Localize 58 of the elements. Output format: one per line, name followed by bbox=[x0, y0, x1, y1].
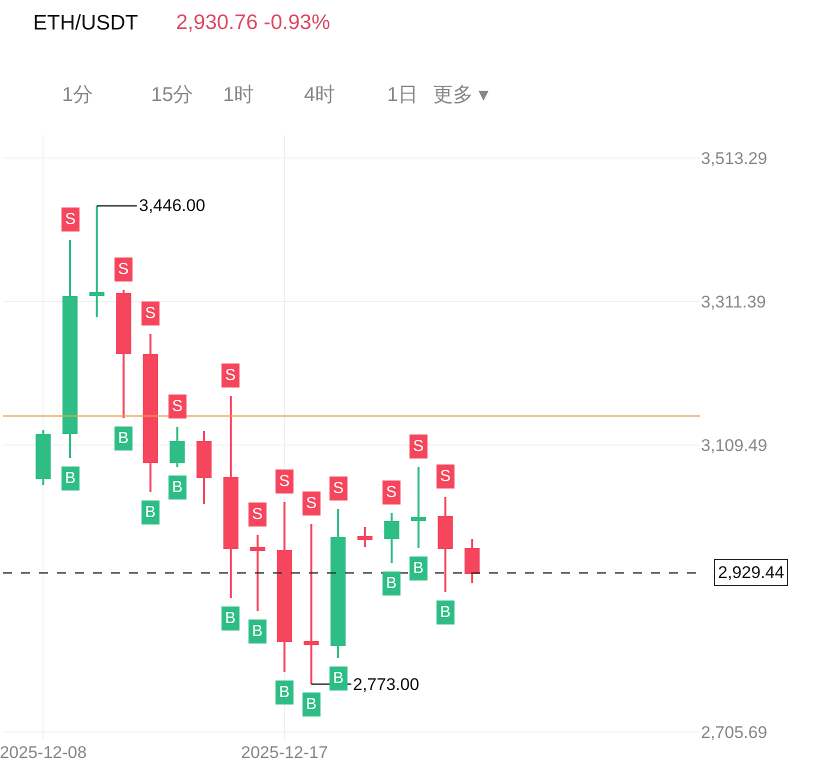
candlestick bbox=[357, 526, 372, 548]
candlestick bbox=[384, 512, 400, 564]
candlestick bbox=[438, 496, 453, 593]
candlestick bbox=[276, 500, 292, 673]
ref-line-label: 2,929.44 bbox=[718, 563, 784, 582]
annotation: B bbox=[279, 684, 290, 701]
candlestick bbox=[410, 466, 426, 549]
annotation: B bbox=[225, 610, 236, 627]
annotation: S bbox=[118, 261, 129, 278]
x-tick-label: 2025-12-08 bbox=[0, 743, 87, 762]
annotation: B bbox=[306, 696, 317, 713]
annotation: S bbox=[145, 305, 156, 322]
annotation: B bbox=[65, 470, 76, 487]
candlestick bbox=[170, 426, 185, 468]
candlestick bbox=[330, 508, 346, 659]
annotation: S bbox=[279, 473, 290, 490]
annotation: S bbox=[252, 506, 263, 523]
candlestick bbox=[62, 239, 78, 459]
x-tick-label: 2025-12-17 bbox=[240, 743, 328, 762]
annotation: S bbox=[65, 211, 76, 228]
annotation: B bbox=[118, 430, 129, 447]
text: 1时 bbox=[223, 84, 254, 106]
annotation: S bbox=[172, 398, 183, 415]
annotation: S bbox=[386, 484, 397, 501]
y-tick-label: 2,705.69 bbox=[701, 722, 768, 742]
annotation: S bbox=[413, 438, 424, 455]
candlestick bbox=[36, 429, 51, 486]
annotation: B bbox=[145, 504, 156, 521]
annotation: B bbox=[172, 479, 183, 496]
y-tick-label: 3,109.49 bbox=[701, 436, 768, 455]
annotation: B bbox=[386, 575, 397, 592]
chart-subtitle: 2,930.76 -0.93% bbox=[176, 11, 330, 34]
candlestick bbox=[142, 332, 158, 493]
annotation: 3,446.00 bbox=[139, 196, 206, 215]
candlestick bbox=[464, 538, 480, 584]
annotation: S bbox=[225, 367, 236, 384]
candlestick bbox=[223, 395, 238, 600]
annotation: B bbox=[333, 670, 344, 687]
y-tick-label: 3,311.39 bbox=[701, 292, 766, 312]
candlestick bbox=[89, 204, 104, 318]
annotation: S bbox=[306, 495, 317, 512]
text: 15分 bbox=[151, 84, 194, 106]
candlestick bbox=[196, 430, 212, 505]
annotation: B bbox=[252, 623, 263, 640]
text: 更多 ▾ bbox=[433, 84, 489, 106]
text: 1日 bbox=[387, 84, 418, 106]
annotation: B bbox=[440, 604, 451, 621]
candlestick bbox=[116, 289, 132, 419]
text: 1分 bbox=[62, 84, 94, 106]
chart-title: ETH/USDT bbox=[33, 11, 138, 34]
annotation: B bbox=[413, 560, 424, 577]
y-tick-label: 3,513.29 bbox=[701, 148, 768, 168]
annotation: S bbox=[333, 480, 344, 497]
candlestick bbox=[250, 534, 266, 612]
text: 4时 bbox=[304, 84, 336, 106]
annotation: S bbox=[440, 468, 451, 485]
candlestick bbox=[304, 523, 319, 686]
annotation: 2,773.00 bbox=[353, 675, 420, 694]
